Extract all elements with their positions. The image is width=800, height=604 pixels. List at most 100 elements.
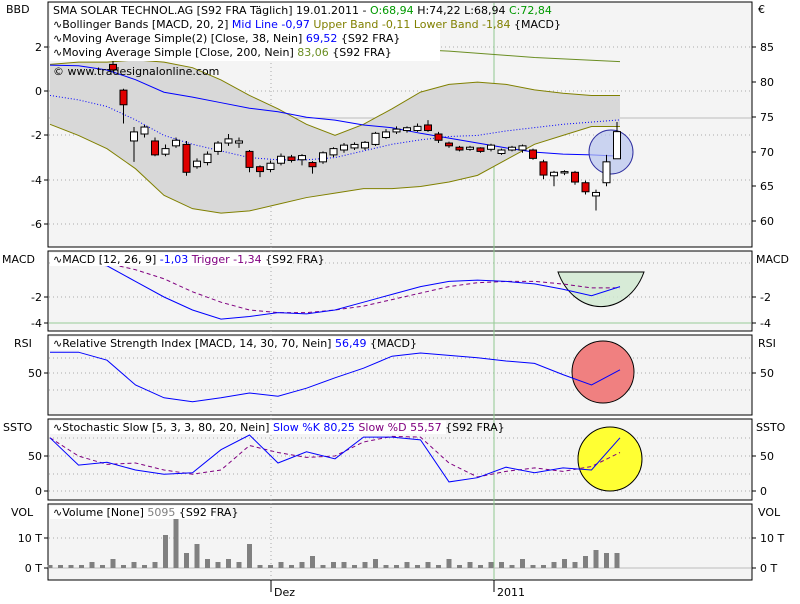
candle-body	[203, 153, 212, 164]
highlight-circle-rsi	[571, 340, 635, 404]
volume-bar	[142, 565, 147, 568]
volume-bar	[499, 562, 504, 568]
legend-ma200[interactable]: ∿Moving Average Simple [Close, 200, Nein…	[53, 46, 392, 59]
bbd-tick-label: -2	[31, 129, 42, 142]
candle-body	[245, 150, 254, 168]
volume-bar	[320, 565, 326, 568]
volume-bar	[467, 562, 473, 568]
main-right-label: €	[758, 3, 765, 16]
rsi-tick-label: 50	[760, 367, 774, 380]
volume-bar	[352, 565, 357, 568]
volume-bar	[152, 562, 158, 568]
ssto-k-line	[49, 434, 621, 483]
price-tick-label: 85	[760, 41, 774, 54]
candle-body	[392, 128, 401, 133]
candle-body	[455, 146, 464, 151]
candle-body	[140, 126, 149, 135]
legend-bg	[50, 337, 370, 350]
candle	[602, 154, 611, 187]
candle-body	[119, 89, 128, 106]
volume-bar	[58, 565, 63, 568]
candle	[466, 145, 474, 151]
macd-label-left: MACD	[2, 253, 35, 266]
watermark: © www.tradesignalonline.com	[53, 65, 219, 78]
candle	[350, 142, 359, 151]
candle	[329, 147, 338, 157]
candle	[319, 151, 327, 164]
candle	[518, 144, 527, 153]
candle-body	[256, 166, 264, 173]
volume-bar	[425, 562, 431, 568]
candle	[224, 134, 233, 146]
candle-body	[361, 141, 369, 149]
ssto-tick-label: 0	[35, 485, 42, 498]
legend-ssto[interactable]: ∿Stochastic Slow [5, 3, 3, 80, 20, Nein]…	[53, 421, 505, 434]
legend-ma38[interactable]: ∿Moving Average Simple(2) [Close, 38, Ne…	[53, 32, 400, 45]
volume-bar	[247, 544, 252, 568]
volume-bar	[436, 565, 441, 568]
volume-bar	[446, 559, 452, 568]
volume-bar	[373, 559, 378, 568]
candle-body	[508, 146, 516, 151]
candle	[581, 180, 590, 195]
candle-body	[550, 171, 558, 177]
candle	[109, 60, 117, 72]
ssto-tick-label: 0	[760, 485, 767, 498]
candle-body	[287, 156, 296, 161]
volume-bar	[457, 565, 462, 568]
volume-bar	[572, 562, 578, 568]
ssto-label-left: SSTO	[3, 421, 33, 434]
volume-bar	[541, 565, 546, 568]
candle-body	[161, 148, 170, 155]
candle-body	[434, 133, 443, 141]
volume-bar	[331, 562, 336, 568]
candle	[245, 150, 254, 173]
candle-body	[193, 160, 201, 168]
legend-instrument[interactable]: SMA SOLAR TECHNOL.AG [S92 FRA Täglich] 1…	[53, 4, 552, 17]
bbd-tick-label: 0	[35, 85, 42, 98]
volume-bar	[551, 562, 557, 568]
ssto-d-line	[49, 435, 621, 478]
legend-rsi[interactable]: ∿Relative Strength Index [MACD, 14, 30, …	[53, 337, 417, 350]
volume-bar	[488, 562, 494, 568]
legend-bollinger[interactable]: ∿Bollinger Bands [MACD, 20, 2] Mid Line …	[53, 18, 561, 31]
vol-tick-label: 10 T	[18, 532, 42, 545]
candle-body	[224, 138, 233, 144]
candle	[592, 189, 600, 211]
legend-volume[interactable]: ∿Volume [None] 5095 {S92 FRA}	[53, 506, 238, 519]
candle	[193, 158, 201, 169]
candle-body	[497, 149, 506, 154]
candle-body	[350, 143, 359, 149]
macd-tick-label: -2	[31, 291, 42, 304]
macd-tick-label: -4	[31, 317, 42, 330]
candle-body	[413, 125, 422, 132]
volume-bar	[131, 562, 137, 568]
volume-bar	[341, 562, 347, 568]
vol-tick-label: 10 T	[760, 532, 784, 545]
price-tick-label: 75	[760, 111, 774, 124]
candle	[487, 143, 495, 152]
candle-body	[214, 142, 222, 152]
macd-tick-label: -4	[760, 317, 771, 330]
candle-body	[329, 148, 338, 156]
macd-line	[49, 261, 621, 320]
candle-body	[592, 191, 600, 197]
volume-bar	[614, 553, 620, 568]
volume-bar	[289, 565, 294, 568]
candle-body	[266, 162, 275, 170]
candle-body	[529, 149, 537, 159]
volume-bar	[110, 559, 116, 568]
volume-bar	[184, 553, 189, 568]
rsi-tick-label: 50	[28, 367, 42, 380]
candle	[613, 122, 621, 160]
rsi-line	[50, 351, 621, 403]
candle	[476, 147, 485, 153]
candle-body	[403, 127, 411, 132]
macd-label-right: MACD	[756, 253, 789, 266]
vol-label-left: VOL	[11, 506, 34, 519]
legend-macd[interactable]: ∿MACD [12, 26, 9] -1,03 Trigger -1,34 {S…	[53, 253, 325, 266]
ma38-line	[49, 64, 621, 157]
volume-bar	[47, 565, 53, 568]
candle	[182, 140, 191, 176]
candle	[130, 127, 138, 162]
